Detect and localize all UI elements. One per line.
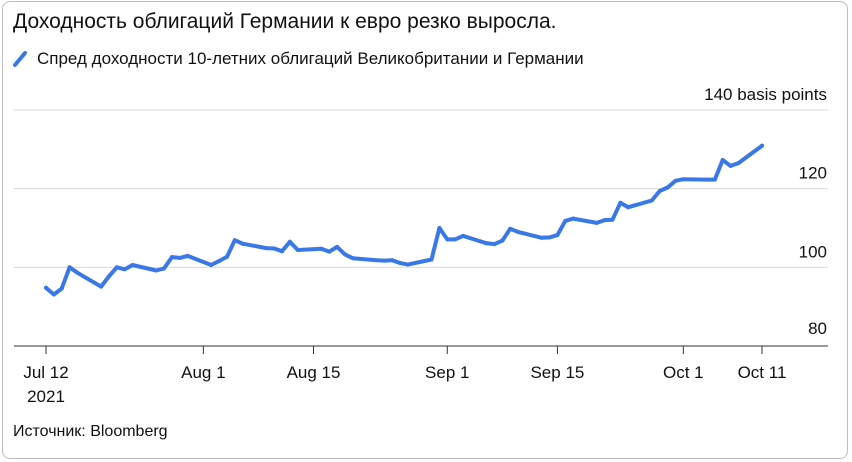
data-point [657, 189, 662, 193]
data-point [335, 244, 340, 249]
data-point [327, 249, 332, 254]
x-tick-label: Jul 12 [23, 363, 68, 382]
data-point [618, 200, 623, 205]
data-point [429, 257, 434, 262]
data-point [673, 178, 678, 183]
x-axis [14, 345, 828, 354]
data-point [602, 218, 607, 223]
data-point [720, 158, 725, 162]
data-point [461, 233, 465, 238]
x-tick-label: Oct 1 [663, 363, 704, 382]
data-point [555, 233, 560, 238]
data-point [209, 263, 214, 267]
data-point [343, 252, 347, 257]
data-point [264, 246, 269, 251]
data-point [287, 239, 292, 244]
data-point [492, 242, 497, 247]
x-tick-label: Sep 15 [530, 363, 584, 382]
x-tick-label: Aug 15 [287, 363, 341, 382]
data-point [177, 255, 182, 260]
data-point [610, 217, 615, 222]
data-point [665, 185, 670, 190]
data-point [547, 235, 552, 240]
legend-swatch [13, 51, 27, 67]
data-point [382, 258, 387, 263]
legend: Спред доходности 10-летних облигаций Вел… [13, 49, 584, 69]
source-note: Источник: Bloomberg [13, 423, 168, 440]
data-point [75, 270, 80, 275]
x-tick-label: Aug 1 [181, 363, 225, 382]
data-point [59, 286, 64, 291]
x-tick-label: Sep 1 [425, 363, 469, 382]
data-point [484, 241, 489, 246]
data-point [728, 163, 733, 168]
data-point [295, 248, 300, 252]
data-point [508, 226, 513, 231]
y-tick-label: 120 [799, 164, 827, 183]
data-point [405, 262, 410, 267]
y-axis-labels: 80 100 120 140 basis points [704, 85, 827, 338]
data-point [169, 255, 174, 260]
y-tick-label: 100 [799, 242, 827, 261]
data-point [712, 177, 717, 182]
data-point [185, 253, 190, 258]
data-point [649, 198, 654, 203]
data-point [162, 266, 166, 271]
data-point [280, 249, 284, 254]
data-point [374, 258, 379, 263]
data-point [44, 285, 48, 290]
x-tick-label: Oct 11 [738, 363, 787, 382]
data-point [217, 259, 222, 263]
y-tick-label: 80 [808, 319, 827, 338]
data-point [563, 218, 568, 223]
data-point [516, 229, 521, 234]
data-point [437, 226, 442, 230]
data-point [445, 237, 450, 242]
data-point [736, 161, 741, 166]
data-point [760, 143, 764, 148]
x-tick-sublabel: 2021 [27, 387, 65, 406]
data-point [390, 258, 395, 263]
data-point [106, 274, 111, 279]
data-point [51, 292, 56, 297]
data-point [398, 261, 403, 265]
x-axis-labels: Jul 12 2021 Aug 1 Aug 15 Sep 1 Sep 15 Oct 1 Oct… [23, 363, 786, 406]
series-line [44, 143, 764, 297]
y-tick-label: 140 basis points [704, 85, 827, 104]
data-point [240, 241, 245, 246]
data-point [114, 265, 119, 270]
data-point [122, 267, 127, 272]
legend-label: Спред доходности 10-летних облигаций Вел… [37, 49, 584, 68]
series [44, 143, 764, 297]
data-point [539, 235, 544, 240]
data-point [67, 265, 72, 270]
data-point [232, 238, 237, 243]
data-point [681, 177, 686, 182]
data-point [225, 254, 229, 259]
data-point [453, 237, 458, 242]
data-point [500, 238, 505, 243]
data-point [319, 246, 324, 251]
data-point [350, 256, 355, 261]
data-point [626, 205, 631, 210]
data-point [571, 216, 576, 221]
data-point [130, 263, 135, 267]
data-point [594, 220, 599, 225]
data-point [99, 284, 104, 289]
data-point [704, 177, 709, 182]
data-point [272, 246, 277, 251]
gridlines [14, 109, 828, 268]
data-point [154, 268, 159, 273]
chart-title: Доходность облигаций Германии к евро рез… [13, 10, 557, 33]
